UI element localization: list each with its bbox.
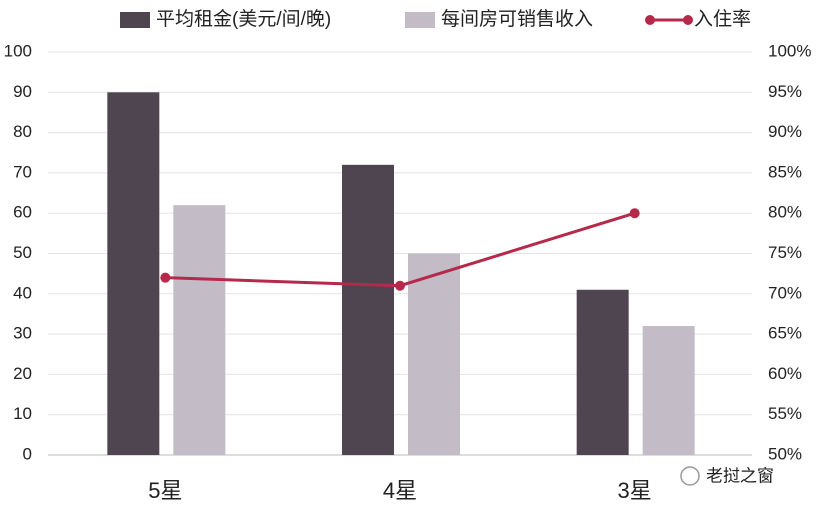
watermark: 老挝之窗 xyxy=(706,466,774,485)
legend-label: 平均租金(美元/间/晚) xyxy=(156,8,331,30)
y-tick-label: 0 xyxy=(23,444,32,463)
legend-dot xyxy=(683,15,693,25)
line-point xyxy=(160,272,171,283)
legend-dot xyxy=(645,15,655,25)
x-tick-label: 4星 xyxy=(383,478,417,503)
y2-tick-label: 85% xyxy=(768,162,802,181)
y-tick-label: 90 xyxy=(13,82,32,101)
y-tick-label: 20 xyxy=(13,364,32,383)
watermark-icon xyxy=(680,466,700,486)
y2-tick-label: 80% xyxy=(768,203,802,222)
bar xyxy=(107,92,160,456)
y-tick-label: 50 xyxy=(13,243,32,262)
y2-tick-label: 55% xyxy=(768,404,802,423)
y-tick-label: 30 xyxy=(13,324,32,343)
y-tick-label: 10 xyxy=(13,404,32,423)
line-point xyxy=(629,208,640,219)
bar xyxy=(342,164,394,455)
legend-swatch xyxy=(405,12,435,28)
legend-label: 每间房可销售收入 xyxy=(441,8,593,30)
y-tick-label: 100 xyxy=(4,41,32,60)
y2-tick-label: 70% xyxy=(768,283,802,302)
x-tick-label: 5星 xyxy=(148,478,182,503)
line xyxy=(165,211,636,288)
y2-tick-label: 100% xyxy=(768,41,811,60)
legend-label: 入住率 xyxy=(694,8,751,30)
y2-tick-label: 95% xyxy=(768,82,802,101)
bar xyxy=(576,289,629,455)
y2-tick-label: 75% xyxy=(768,243,802,262)
y2-tick-label: 50% xyxy=(768,444,802,463)
y-tick-label: 60 xyxy=(13,203,32,222)
y2-tick-label: 90% xyxy=(768,122,802,141)
y-tick-label: 70 xyxy=(13,162,32,181)
legend-swatch xyxy=(120,12,150,28)
bar xyxy=(173,205,226,455)
y-tick-label: 80 xyxy=(13,122,32,141)
line-point xyxy=(395,280,405,291)
y-tick-label: 40 xyxy=(13,283,32,302)
y2-tick-label: 60% xyxy=(768,364,802,383)
y2-tick-label: 65% xyxy=(768,324,802,343)
bar xyxy=(642,326,695,455)
x-tick-label: 3星 xyxy=(618,478,652,503)
bar xyxy=(408,253,460,455)
